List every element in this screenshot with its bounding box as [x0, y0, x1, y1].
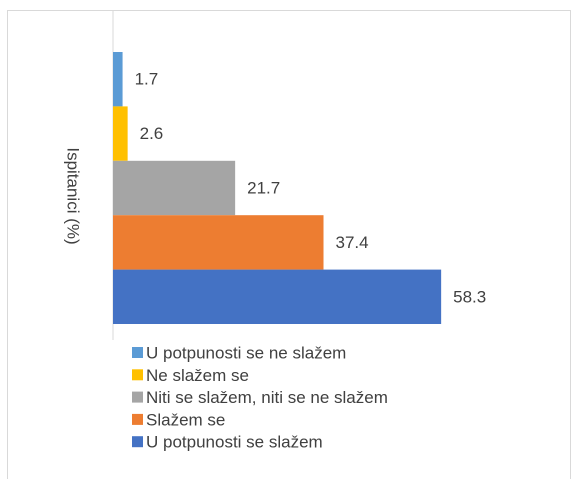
data-label: 58.3 [453, 287, 486, 306]
legend-label: U potpunosti se slažem [146, 433, 323, 452]
legend-label: Niti se slažem, niti se ne slažem [146, 388, 388, 407]
bar [113, 106, 128, 161]
bar [113, 215, 324, 270]
legend-swatch [132, 347, 143, 358]
bar [113, 52, 123, 107]
data-label: 1.7 [135, 70, 159, 89]
data-label: 37.4 [336, 233, 369, 252]
bar [113, 160, 236, 216]
data-label: 2.6 [140, 124, 164, 143]
legend-swatch [132, 391, 143, 403]
legend-swatch [132, 369, 143, 381]
legend-label: Slažem se [146, 410, 225, 429]
chart-border [7, 10, 571, 479]
legend-swatch [132, 413, 143, 425]
legend-label: Ne slažem se [146, 366, 249, 385]
data-label: 21.7 [247, 178, 280, 197]
legend-swatch [132, 436, 143, 448]
y-axis-label: Ispitanici (%) [64, 147, 83, 244]
legend-label: U potpunosti se ne slažem [146, 343, 346, 362]
bar [113, 269, 442, 324]
